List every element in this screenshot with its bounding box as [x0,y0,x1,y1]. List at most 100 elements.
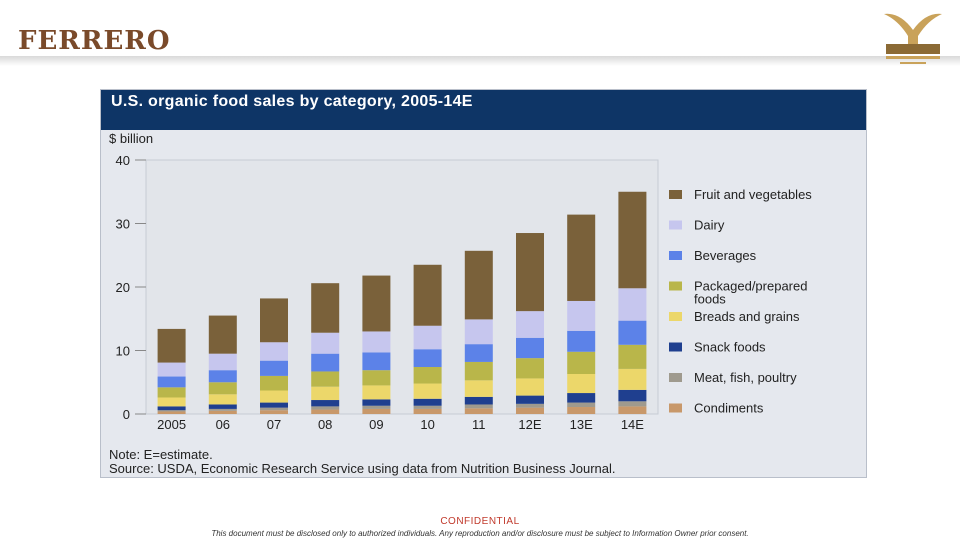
bar-segment-fruit-and-vegetables [311,283,340,333]
legend-label: Meat, fish, poultry [694,370,797,385]
bar-segment-packaged-prepared-foods [260,375,288,391]
bar-segment-meat-fish-poultry [464,404,493,409]
bar-segment-packaged-prepared-foods [618,344,647,369]
bar-segment-snack-foods [260,402,288,408]
y-tick-label: 20 [116,280,130,295]
legend-label: Snack foods [694,340,766,355]
bar-segment-fruit-and-vegetables [618,191,647,289]
bar-segment-beverages [260,360,288,376]
bar-segment-condiments [567,407,596,414]
bar-segment-snack-foods [567,393,596,403]
bar-segment-snack-foods [618,389,647,402]
bar-segment-dairy [567,300,596,331]
legend-label: Dairy [694,218,725,233]
bar-segment-breads-and-grains [413,383,442,399]
x-tick-label: 08 [318,417,332,432]
legend-label: Packaged/prepared [694,279,807,294]
bar-segment-fruit-and-vegetables [464,250,493,320]
bar-segment-breads-and-grains [260,390,288,403]
bar-segment-breads-and-grains [516,378,544,396]
bar-segment-breads-and-grains [311,386,340,401]
bar-segment-packaged-prepared-foods [464,361,493,381]
bar-segment-dairy [516,311,544,338]
x-tick-label: 06 [216,417,230,432]
bar-segment-snack-foods [362,399,391,406]
bar-segment-condiments [157,411,186,414]
bar-segment-meat-fish-poultry [516,403,544,408]
bar-segment-beverages [413,349,442,368]
x-tick-label: 10 [420,417,434,432]
bar-segment-snack-foods [413,398,442,406]
bar-segment-snack-foods [208,404,237,409]
x-tick-label: 13E [570,417,593,432]
bar-segment-breads-and-grains [362,385,391,400]
bar-segment-meat-fish-poultry [362,405,391,409]
bar-segment-condiments [311,409,340,414]
bar-segment-fruit-and-vegetables [208,315,237,354]
legend-swatch [669,373,682,382]
bar-segment-beverages [618,320,647,345]
legend-swatch [669,251,682,260]
bar-segment-fruit-and-vegetables [157,328,186,363]
legend-swatch [669,312,682,321]
brand-logo: FERRERO [18,26,171,56]
bar-segment-dairy [311,332,340,354]
bar-segment-breads-and-grains [567,373,596,394]
bar-segment-beverages [362,352,391,371]
bar-segment-condiments [464,408,493,414]
bar-segment-condiments [413,408,442,414]
x-tick-label: 14E [621,417,644,432]
bar-segment-meat-fish-poultry [208,408,237,411]
bar-segment-dairy [208,353,237,371]
y-tick-label: 0 [123,407,130,422]
bar-segment-snack-foods [516,395,544,404]
bar-segment-condiments [516,407,544,414]
bar-segment-meat-fish-poultry [311,406,340,410]
chart-note: Source: USDA, Economic Research Service … [109,461,616,476]
x-tick-label: 09 [369,417,383,432]
legend-label: foods [694,292,726,307]
bar-segment-fruit-and-vegetables [516,233,544,312]
bar-segment-dairy [157,362,186,377]
bar-segment-snack-foods [311,400,340,407]
legend-swatch [669,281,682,291]
x-tick-label: 11 [472,417,486,432]
x-tick-label: 07 [267,417,281,432]
bar-segment-packaged-prepared-foods [311,371,340,387]
bar-segment-snack-foods [157,406,186,411]
confidential-label: CONFIDENTIAL [440,516,520,527]
bar-segment-packaged-prepared-foods [362,370,391,386]
bar-segment-breads-and-grains [464,380,493,397]
chart-note: Note: E=estimate. [109,447,213,462]
legend-label: Breads and grains [694,309,800,324]
legend-swatch [669,190,682,199]
bar-segment-fruit-and-vegetables [413,264,442,326]
stacked-bar-chart: $ billion 0 10 20 30 40 2005 06 07 08 09 10 11 12E 13E… [109,131,812,476]
bar-segment-condiments [362,408,391,414]
corner-logo-icon [884,13,942,64]
chart-panel: U.S. organic food sales by category, 200… [100,89,867,478]
bar-segment-dairy [413,325,442,350]
bar-segment-breads-and-grains [157,397,186,407]
bar-segment-beverages [157,376,186,388]
bar-segment-meat-fish-poultry [413,405,442,409]
bar-segment-beverages [311,353,340,372]
bar-segment-dairy [260,342,288,361]
bar-segment-meat-fish-poultry [157,410,186,412]
bar-segment-packaged-prepared-foods [208,382,237,395]
legend-label: Beverages [694,248,757,263]
bar-segment-dairy [618,288,647,321]
bar-segment-beverages [567,330,596,352]
bar-segment-snack-foods [464,396,493,405]
bar-segment-meat-fish-poultry [567,402,596,408]
bar-segment-fruit-and-vegetables [567,214,596,301]
bar-segment-fruit-and-vegetables [362,275,391,332]
y-axis-label: $ billion [109,131,153,146]
chart-title-bar: U.S. organic food sales by category, 200… [101,90,866,130]
legend-swatch [669,342,682,352]
x-tick-label: 2005 [157,417,186,432]
bar-segment-meat-fish-poultry [618,401,647,407]
bar-segment-packaged-prepared-foods [567,351,596,374]
bar-segment-packaged-prepared-foods [516,358,544,379]
legend-swatch [669,220,682,230]
